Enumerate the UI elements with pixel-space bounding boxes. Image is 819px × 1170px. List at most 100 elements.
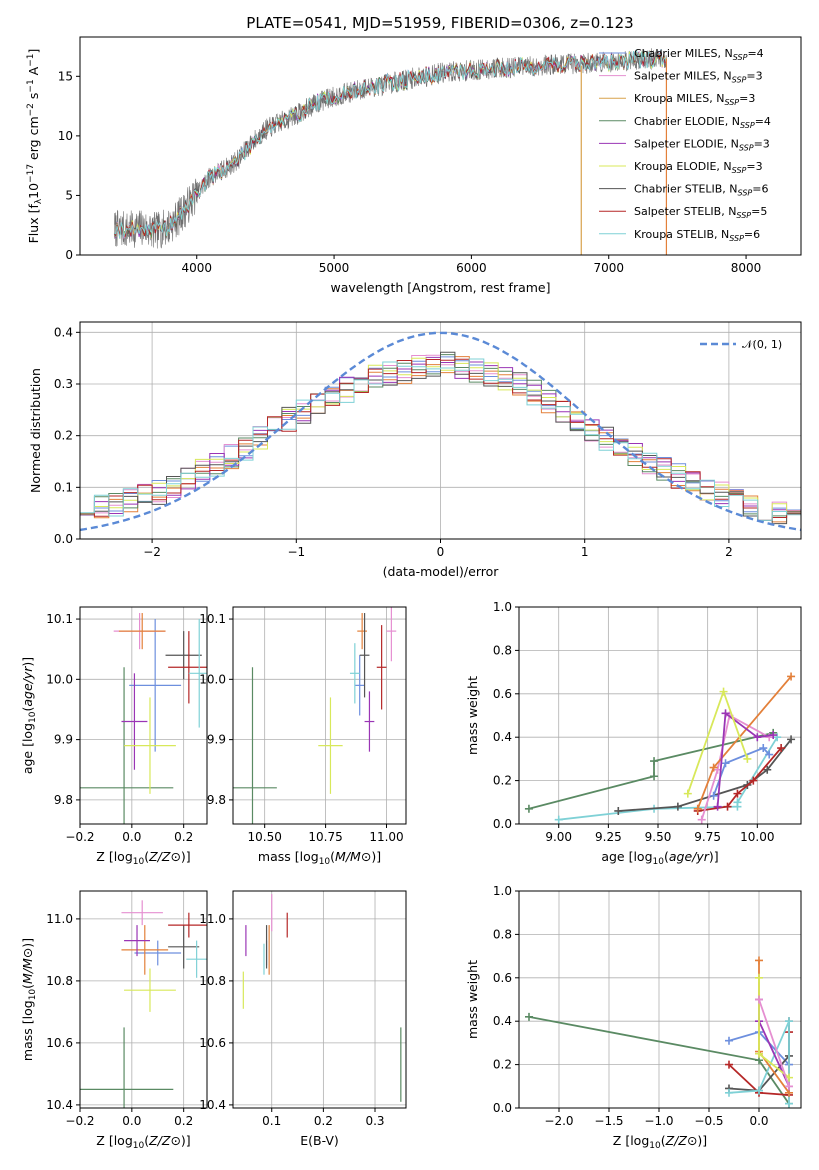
mass_vs_Z-xtick-label: −0.2: [65, 1114, 94, 1128]
spectrum-legend: Chabrier MILES, NSSP=4 Salpeter MILES, NS…: [599, 47, 771, 243]
age_vs_Z-axes: −0.2 0.0 0.2 9.8 9.9 10.0 10.1 Z [log10(Z/Z⊙)] a…: [20, 606, 208, 867]
mass-weight-marker: [524, 804, 533, 813]
spectrum-xtick-label: 7000: [593, 261, 624, 275]
mass-weight-series-line: [758, 977, 790, 1079]
residuals-ytick-label: 0.1: [54, 480, 73, 494]
mass-weight-marker: [785, 1082, 793, 1091]
spectrum-plot-area: [113, 48, 668, 255]
residuals-frame: [79, 321, 802, 540]
age_vs_Z-frame: [79, 606, 208, 825]
weight_vs_age-xtick-label: 9.50: [645, 830, 672, 844]
mass-weight-marker: [785, 1017, 793, 1026]
mass-weight-marker: [743, 754, 752, 763]
weight_vs_age-xtick-label: 9.00: [545, 830, 572, 844]
weight_vs_age-axes: 9.00 9.25 9.50 9.75 10.00 0.0 0.2 0.4 0.6 0.8 1.0 a…: [465, 600, 802, 867]
spectrum-axes: 4000 5000 6000 7000 8000 0 5 10 15 wavelength [An…: [26, 36, 802, 295]
residuals-xtick-label: 0: [437, 545, 445, 559]
mass-weight-marker: [614, 806, 623, 815]
spectrum-frame: [79, 36, 802, 256]
errorbar-point: [134, 940, 182, 966]
errorbar-point: [318, 697, 343, 794]
weight_vs_age-xtick-label: 9.25: [595, 830, 622, 844]
age_vs_mass-xlabel: mass [log10(M/M⊙)]: [258, 849, 381, 867]
residuals-plot-area: [80, 322, 801, 539]
age_vs_Z-plot-area: [80, 607, 207, 824]
age_vs_mass-xtick-label: 10.75: [308, 830, 342, 844]
age_vs_Z-ytick-label: 9.9: [54, 733, 73, 747]
residuals-xtick-label: −1: [287, 545, 305, 559]
mass-weight-marker: [525, 1012, 533, 1021]
mass_vs_Z-ytick-label: 11.0: [46, 912, 73, 926]
residuals-xtick-label: 1: [581, 545, 589, 559]
weight_vs_Z-xtick-label: −1.5: [594, 1114, 623, 1128]
age_vs_Z-ytick-label: 10.0: [46, 672, 73, 686]
residuals-axes: −2 −1 0 1 2 0.0 0.1 0.2 0.3 0.4 (data-model)/error…: [28, 321, 802, 579]
weight_vs_Z-axes: −2.0 −1.5 −1.0 −0.5 0.0 0.0 0.2 0.4 0.6 0.8 1.0 Z […: [465, 884, 802, 1151]
age_vs_mass-ytick-label: 10.1: [199, 612, 226, 626]
figure-title: PLATE=0541, MJD=51959, FIBERID=0306, z=0…: [246, 14, 633, 32]
mass_vs_EBV-xtick-label: 0.2: [314, 1114, 333, 1128]
mass-weight-series-line: [758, 999, 790, 1087]
mass_vs_EBV-axes: 0.1 0.2 0.3 10.4 10.6 10.8 11.0 E(B-V): [199, 890, 407, 1148]
mass-weight-marker: [777, 744, 786, 753]
weight_vs_age-xtick-label: 9.75: [694, 830, 721, 844]
mass_vs_Z-xtick-label: 0.2: [174, 1114, 193, 1128]
mass_vs_Z-ytick-label: 10.6: [46, 1036, 73, 1050]
weight_vs_age-xlabel: age [log10(age/yr)]: [601, 849, 718, 867]
weight_vs_Z-ytick-label: 0.4: [493, 1014, 512, 1028]
errorbar-point: [121, 900, 163, 926]
weight_vs_Z-ytick-label: 0.8: [493, 927, 512, 941]
age_vs_Z-xtick-label: 0.0: [122, 830, 141, 844]
legend-entry: Chabrier ELODIE, NSSP=4: [634, 115, 771, 130]
mass-weight-marker: [787, 672, 796, 681]
errorbar-point: [124, 968, 176, 1012]
age_vs_mass-ytick-label: 10.0: [199, 672, 226, 686]
errorbar-point: [354, 655, 365, 716]
errorbar-point: [118, 613, 166, 650]
errorbar-point: [233, 667, 277, 824]
residuals-xtick-label: 2: [725, 545, 733, 559]
residual-histogram-step: [80, 351, 801, 525]
mass-weight-marker: [673, 802, 682, 811]
errorbar-point: [364, 691, 375, 752]
mass_vs_Z-ytick-label: 10.8: [46, 974, 73, 988]
mass-weight-marker: [683, 789, 692, 798]
mass-weight-series-line: [716, 711, 774, 807]
residual-histogram-step: [80, 358, 801, 521]
residuals-ytick-label: 0.3: [54, 377, 73, 391]
mass-weight-marker: [733, 789, 742, 798]
errorbar-point: [168, 912, 207, 938]
mass_vs_EBV-plot-area: [233, 891, 406, 1108]
mass_vs_EBV-ytick-label: 11.0: [199, 912, 226, 926]
mass-weight-marker: [755, 1086, 763, 1095]
weight_vs_Z-plot-area: [519, 891, 801, 1108]
mass_vs_Z-plot-area: [80, 891, 207, 1108]
errorbar-point: [188, 619, 207, 728]
mass-weight-marker: [733, 798, 742, 807]
mass_vs_Z-xlabel: Z [log10(Z/Z⊙)]: [96, 1133, 190, 1151]
spectrum-ytick-label: 10: [58, 129, 73, 143]
errorbar-point: [80, 1027, 174, 1108]
weight_vs_Z-ytick-label: 0.0: [493, 1101, 512, 1115]
mass-weight-marker: [755, 956, 763, 965]
errorbar-point: [376, 625, 387, 710]
mass_vs_Z-ylabel: mass [log10(M/M⊙)]: [20, 938, 38, 1061]
mass_vs_EBV-frame: [232, 890, 407, 1109]
age_vs_mass-xtick-label: 10.50: [247, 830, 281, 844]
weight_vs_age-ytick-label: 1.0: [493, 600, 512, 614]
errorbar-point: [124, 925, 150, 957]
residuals-ytick-label: 0.0: [54, 532, 73, 546]
weight_vs_age-ytick-label: 0.8: [493, 643, 512, 657]
mass-weight-marker: [697, 815, 706, 824]
weight_vs_age-ytick-label: 0.2: [493, 774, 512, 788]
spectrum-ytick-label: 5: [65, 188, 73, 202]
spectrum-ylabel: Flux [fλ10−17 erg cm−2 s−1 A−1]: [26, 49, 44, 244]
mass_vs_EBV-ytick-label: 10.8: [199, 974, 226, 988]
errorbar-point: [349, 643, 360, 704]
weight_vs_age-ytick-label: 0.0: [493, 817, 512, 831]
mass-weight-marker: [769, 731, 778, 740]
age_vs_mass-plot-area: [233, 607, 406, 824]
mass-weight-marker: [725, 1088, 733, 1097]
weight_vs_Z-xtick-label: 0.0: [749, 1114, 768, 1128]
